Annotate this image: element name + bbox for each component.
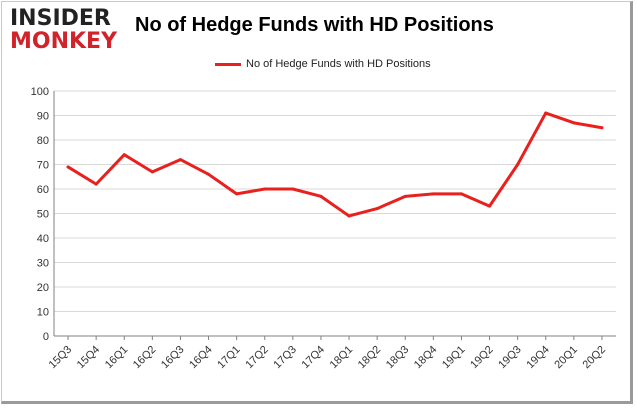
y-tick-label-70: 70: [37, 160, 49, 172]
grid-lines: [54, 90, 616, 337]
x-tick-label-15Q3: 15Q3: [47, 344, 75, 372]
insider-monkey-logo: INSIDER MONKEY: [10, 8, 122, 56]
x-tick-label-15Q4: 15Q4: [75, 344, 103, 372]
data-point-17Q1: [235, 192, 239, 196]
data-point-17Q4: [319, 194, 323, 198]
data-point-19Q1: [459, 192, 463, 196]
x-axis-ticks: 15Q3 15Q4 16Q1 16Q2 16Q3 16Q4 17Q1 17Q2 17Q3 17Q4…: [47, 336, 608, 371]
y-tick-label-30: 30: [37, 258, 49, 270]
y-axis-ticks: 0 10 20 30 40 50 60 70 80 90 100: [31, 86, 49, 343]
x-tick-label-18Q3: 18Q3: [384, 344, 412, 372]
data-point-20Q2: [600, 126, 604, 130]
data-point-18Q4: [431, 192, 435, 196]
y-tick-label-40: 40: [37, 233, 49, 245]
series-lines: [66, 111, 604, 218]
x-tick-label-17Q1: 17Q1: [215, 344, 243, 372]
y-tick-label-100: 100: [31, 86, 49, 98]
x-tick-label-19Q3: 19Q3: [496, 344, 524, 372]
y-tick-label-60: 60: [37, 184, 49, 196]
data-point-18Q2: [375, 207, 379, 211]
data-point-18Q3: [403, 194, 407, 198]
y-tick-label-50: 50: [37, 209, 49, 221]
x-tick-label-17Q2: 17Q2: [243, 344, 271, 372]
y-tick-label-90: 90: [37, 111, 49, 123]
x-tick-label-16Q3: 16Q3: [159, 344, 187, 372]
logo-text-top: INSIDER: [10, 6, 111, 31]
data-point-20Q1: [572, 121, 576, 125]
data-point-15Q4: [94, 182, 98, 186]
x-tick-label-18Q1: 18Q1: [328, 344, 356, 372]
y-tick-label-20: 20: [37, 282, 49, 294]
data-point-16Q3: [178, 158, 182, 162]
data-point-17Q3: [291, 187, 295, 191]
x-tick-label-17Q3: 17Q3: [271, 344, 299, 372]
legend-label: No of Hedge Funds with HD Positions: [246, 58, 431, 70]
x-tick-label-16Q1: 16Q1: [103, 344, 131, 372]
series-line-0: [66, 111, 604, 218]
logo-text-bottom: MONKEY: [10, 29, 118, 54]
x-tick-label-19Q1: 19Q1: [440, 344, 468, 372]
x-tick-label-18Q2: 18Q2: [356, 344, 384, 372]
x-tick-label-20Q2: 20Q2: [581, 344, 609, 372]
data-point-15Q3: [66, 165, 70, 169]
x-tick-label-16Q4: 16Q4: [187, 344, 215, 372]
x-tick-label-18Q4: 18Q4: [412, 344, 440, 372]
chart-frame: [1, 1, 633, 404]
data-point-18Q1: [347, 214, 351, 218]
data-point-19Q3: [516, 163, 520, 166]
chart-title: No of Hedge Funds with HD Positions: [135, 14, 494, 36]
data-point-17Q2: [263, 187, 267, 191]
data-point-16Q2: [150, 170, 154, 174]
data-point-16Q4: [207, 172, 211, 176]
x-tick-label-16Q2: 16Q2: [131, 344, 159, 372]
legend-swatch: [215, 63, 241, 66]
y-tick-label-0: 0: [43, 331, 49, 343]
data-point-19Q2: [488, 204, 492, 208]
x-tick-label-19Q2: 19Q2: [468, 344, 496, 372]
x-tick-label-17Q4: 17Q4: [300, 344, 328, 372]
axes: [53, 91, 616, 337]
data-point-16Q1: [122, 153, 126, 157]
x-tick-label-19Q4: 19Q4: [524, 344, 552, 372]
x-tick-label-20Q1: 20Q1: [552, 344, 580, 372]
y-tick-label-10: 10: [37, 307, 49, 319]
y-tick-label-80: 80: [37, 135, 49, 147]
data-point-19Q4: [544, 111, 548, 115]
